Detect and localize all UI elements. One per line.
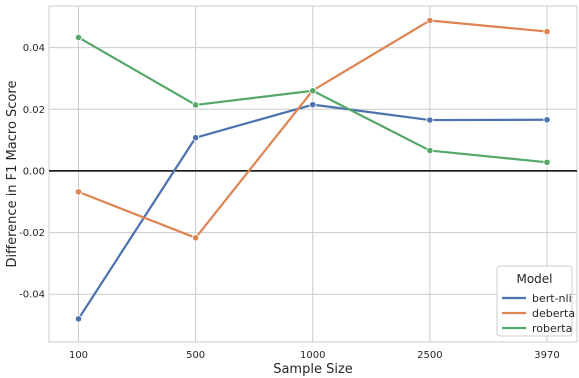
- data-point-bert-nli: [192, 134, 200, 142]
- legend-title: Model: [516, 272, 552, 286]
- data-point-deberta: [426, 16, 434, 25]
- data-point-bert-nli: [74, 315, 83, 323]
- x-axis-ticks: 100 500 1000 2500 3970: [69, 350, 560, 361]
- data-point-roberta: [74, 33, 83, 42]
- y-tick-label: -0.02: [19, 228, 45, 239]
- plot-area: [48, 5, 578, 343]
- y-tick-label: 0.02: [23, 105, 45, 116]
- y-axis-ticks: -0.04 -0.02 0.00 0.02 0.04: [19, 43, 45, 301]
- data-point-deberta: [74, 188, 83, 196]
- data-point-bert-nli: [309, 101, 317, 109]
- y-tick-label: 0.00: [23, 166, 45, 177]
- data-point-deberta: [543, 27, 551, 36]
- legend: Model bert-nli deberta roberta: [496, 265, 575, 337]
- data-point-bert-nli: [426, 116, 434, 124]
- y-tick-label: -0.04: [19, 290, 45, 301]
- x-tick-label: 3970: [534, 350, 559, 361]
- x-tick-label: 100: [69, 350, 88, 361]
- x-tick-label: 2500: [417, 350, 442, 361]
- y-axis-label: Difference in F1 Macro Score: [5, 81, 20, 268]
- legend-label-deberta: deberta: [532, 307, 575, 320]
- x-tick-label: 1000: [300, 350, 325, 361]
- data-point-roberta: [543, 158, 551, 166]
- grid-lines: [49, 6, 577, 342]
- data-point-deberta: [192, 234, 200, 242]
- data-point-roberta: [309, 87, 317, 95]
- y-tick-label: 0.04: [23, 43, 45, 54]
- legend-label-bert-nli: bert-nli: [532, 292, 572, 305]
- data-point-roberta: [192, 101, 200, 109]
- legend-items: bert-nli deberta roberta: [502, 292, 575, 335]
- legend-box: [496, 265, 573, 337]
- series-layer: [74, 16, 551, 323]
- series-bert-nli: [74, 101, 551, 323]
- series-roberta: [74, 33, 551, 166]
- legend-label-roberta: roberta: [532, 322, 572, 335]
- x-axis-label: Sample Size: [273, 362, 353, 377]
- x-tick-label: 500: [186, 350, 205, 361]
- data-point-roberta: [426, 146, 434, 155]
- data-point-bert-nli: [543, 116, 551, 124]
